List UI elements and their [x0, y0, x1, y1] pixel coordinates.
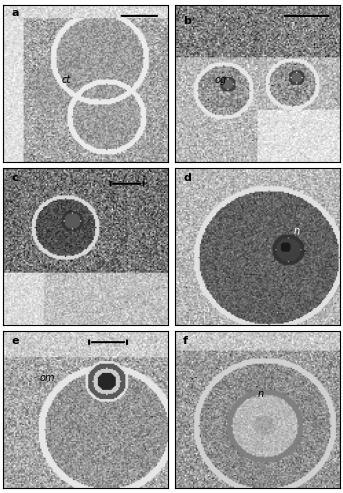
Text: om: om — [40, 373, 55, 384]
Text: n: n — [293, 226, 299, 236]
Text: b: b — [183, 16, 191, 26]
Text: ct: ct — [61, 75, 70, 85]
Text: f: f — [183, 336, 188, 346]
Text: e: e — [12, 336, 19, 346]
Text: c: c — [12, 173, 18, 182]
Text: d: d — [183, 173, 191, 182]
Text: a: a — [12, 8, 19, 18]
Text: og: og — [214, 75, 227, 85]
Text: n: n — [257, 389, 263, 399]
